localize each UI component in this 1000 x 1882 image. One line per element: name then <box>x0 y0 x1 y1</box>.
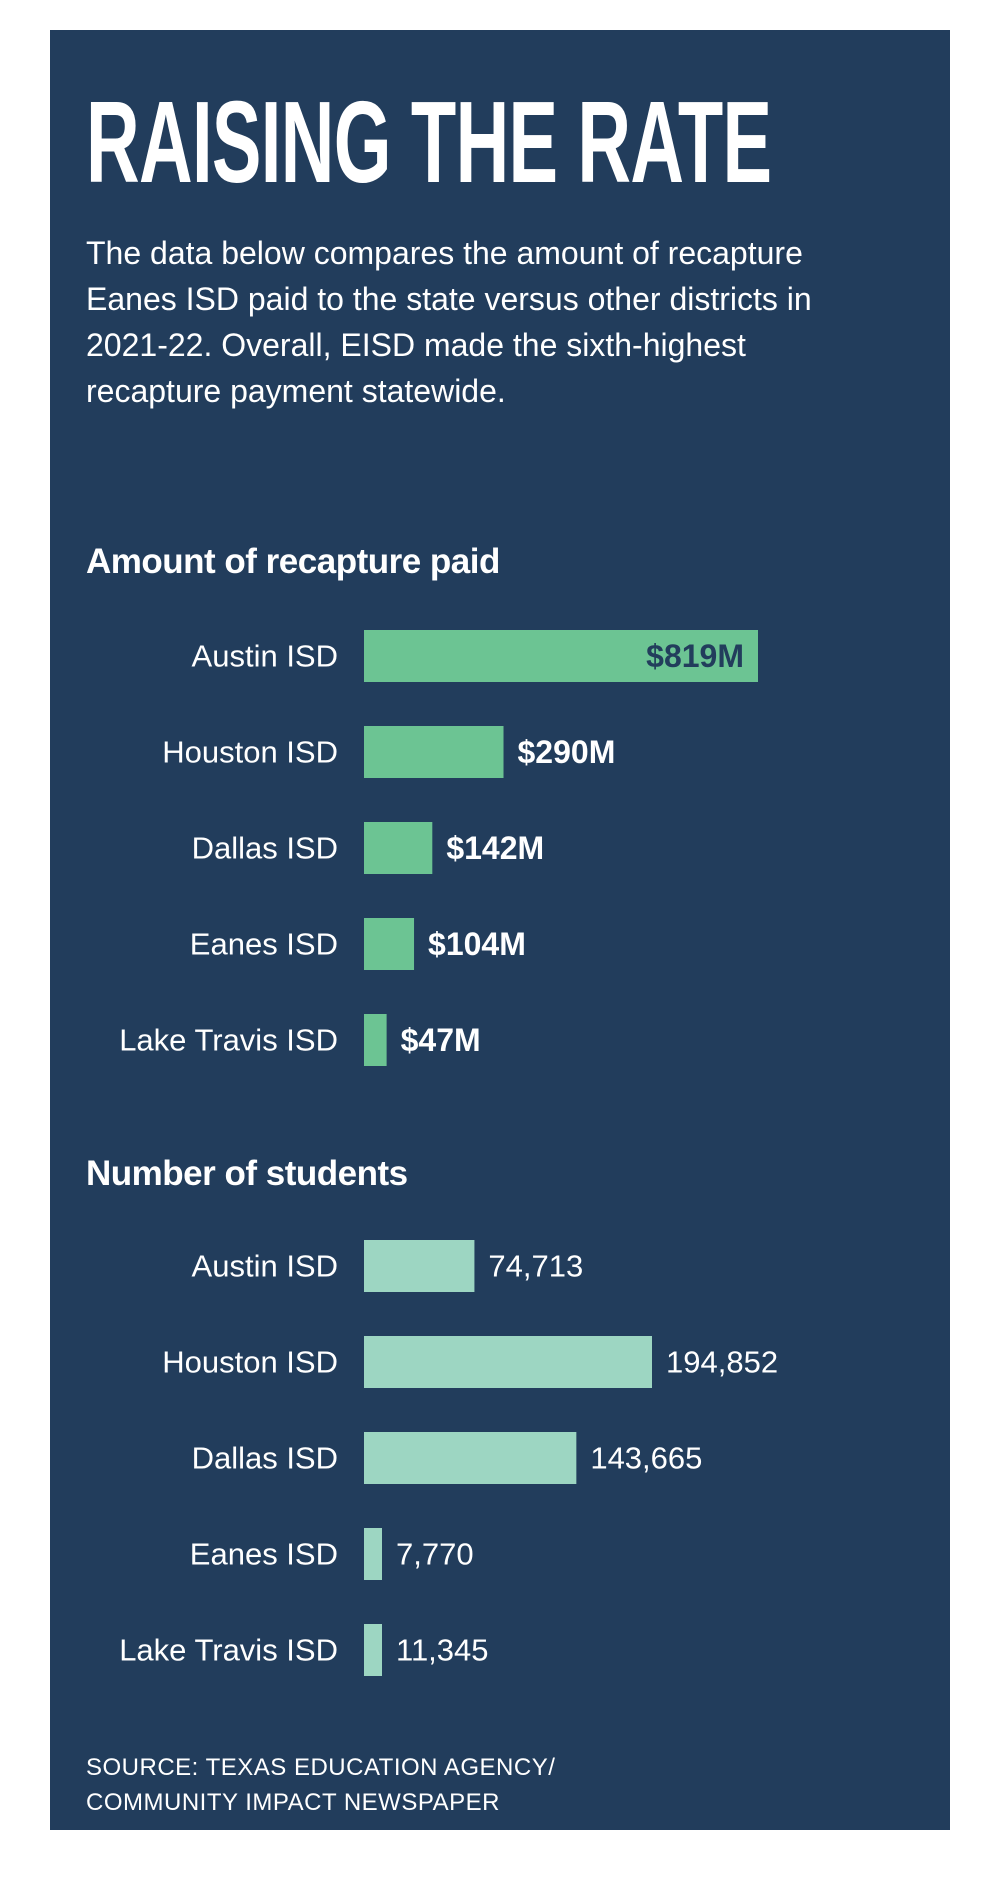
students-value-label: 143,665 <box>590 1441 702 1476</box>
recapture-bar <box>364 918 415 970</box>
recapture-category-label: Austin ISD <box>192 639 338 674</box>
students-value-label: 11,345 <box>396 1633 489 1668</box>
recapture-value-label: $104M <box>428 926 526 962</box>
students-category-label: Eanes ISD <box>190 1537 338 1572</box>
recapture-category-label: Eanes ISD <box>190 927 338 962</box>
students-category-label: Lake Travis ISD <box>119 1633 338 1668</box>
recapture-bar <box>364 822 433 874</box>
recapture-category-label: Houston ISD <box>162 735 338 770</box>
intro-text: The data below compares the amount of re… <box>86 235 812 409</box>
recapture-bar <box>364 726 504 778</box>
source-note: SOURCE: TEXAS EDUCATION AGENCY/ COMMUNIT… <box>86 1750 886 1820</box>
recapture-chart-title: Amount of recapture paid <box>86 542 500 581</box>
recapture-bar-chart: Austin ISD $819M Houston ISD $290M Dallas IS… <box>119 630 758 1066</box>
students-bar <box>364 1432 577 1484</box>
students-bar-chart: Austin ISD 74,713 Houston ISD 194,852 Dallas… <box>119 1240 778 1676</box>
recapture-category-label: Dallas ISD <box>192 831 338 866</box>
page-title: RAISING THE RATE <box>86 77 772 207</box>
recapture-value-label: $819M <box>646 638 744 674</box>
recapture-value-label: $290M <box>518 734 616 770</box>
recapture-category-label: Lake Travis ISD <box>119 1023 338 1058</box>
students-category-label: Austin ISD <box>192 1249 338 1284</box>
students-bar <box>364 1240 475 1292</box>
students-category-label: Dallas ISD <box>192 1441 338 1476</box>
recapture-value-label: $142M <box>446 830 544 866</box>
recapture-value-label: $47M <box>401 1022 481 1058</box>
students-bar <box>364 1336 652 1388</box>
students-value-label: 194,852 <box>666 1345 778 1380</box>
source-line-1: SOURCE: TEXAS EDUCATION AGENCY/ <box>86 1754 556 1781</box>
students-value-label: 74,713 <box>488 1249 583 1284</box>
students-value-label: 7,770 <box>396 1537 474 1572</box>
recapture-bar <box>364 1014 387 1066</box>
students-bar <box>364 1528 382 1580</box>
students-chart-title: Number of students <box>86 1154 408 1193</box>
infographic-panel: RAISING THE RATE The data below compares… <box>50 30 950 1830</box>
source-line-2: COMMUNITY IMPACT NEWSPAPER <box>86 1789 500 1816</box>
students-bar <box>364 1624 382 1676</box>
recapture-bar <box>364 630 758 682</box>
students-category-label: Houston ISD <box>162 1345 338 1380</box>
